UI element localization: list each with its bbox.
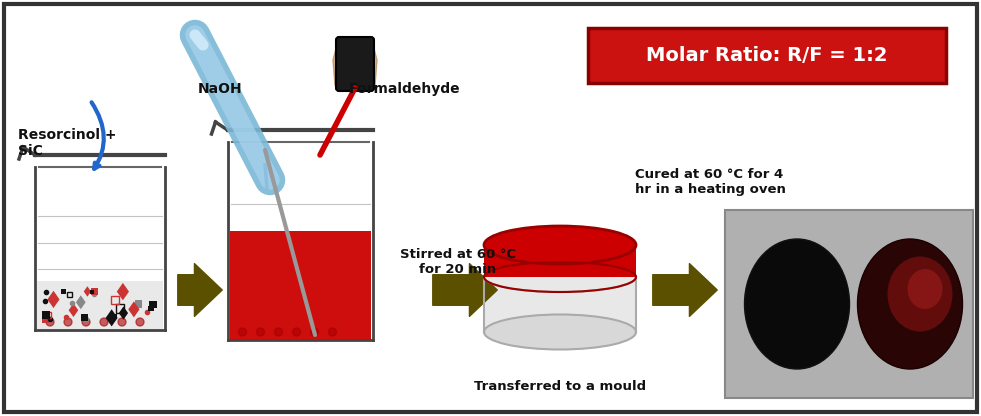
Polygon shape [119,307,129,319]
Circle shape [46,318,54,326]
Polygon shape [129,301,139,317]
Bar [149,301,157,308]
Circle shape [82,318,90,326]
FancyArrowPatch shape [652,264,717,317]
FancyBboxPatch shape [35,155,165,330]
Polygon shape [47,291,60,308]
Circle shape [311,328,319,336]
Bar [45,312,51,318]
Bar [113,314,118,319]
FancyBboxPatch shape [484,245,636,277]
Text: NaOH: NaOH [198,82,242,96]
Polygon shape [333,45,377,85]
Text: Resorcinol +
SiC: Resorcinol + SiC [18,128,117,158]
Circle shape [329,328,336,336]
Bar [91,288,98,295]
Circle shape [256,328,265,336]
Polygon shape [69,303,78,317]
FancyBboxPatch shape [228,130,373,340]
FancyArrowPatch shape [433,264,497,317]
Bar [41,316,49,323]
Polygon shape [117,283,129,300]
Ellipse shape [888,257,953,332]
Bar [230,231,371,340]
Ellipse shape [484,226,636,264]
Bar [148,306,154,311]
Bar [41,311,50,319]
Bar [67,292,73,297]
Ellipse shape [484,262,636,292]
FancyArrowPatch shape [178,264,223,317]
FancyBboxPatch shape [485,277,635,332]
Ellipse shape [857,239,962,369]
Bar [37,281,163,330]
Text: Molar Ratio: R/F = 1:2: Molar Ratio: R/F = 1:2 [646,46,888,65]
Bar [61,289,66,294]
Polygon shape [83,286,91,297]
Ellipse shape [484,314,636,349]
Ellipse shape [907,269,943,309]
Circle shape [136,318,144,326]
Text: Formaldehyde: Formaldehyde [349,82,461,96]
Polygon shape [106,309,118,327]
FancyBboxPatch shape [725,210,973,398]
Bar [111,296,120,305]
Circle shape [100,318,108,326]
Text: Transferred to a mould: Transferred to a mould [474,380,646,393]
FancyBboxPatch shape [336,37,374,91]
FancyBboxPatch shape [4,4,977,412]
Circle shape [238,328,246,336]
Bar [134,300,142,308]
Bar [90,290,94,294]
Polygon shape [76,295,85,309]
Ellipse shape [745,239,850,369]
Circle shape [118,318,126,326]
Circle shape [275,328,283,336]
FancyBboxPatch shape [588,28,946,83]
Circle shape [292,328,300,336]
Circle shape [64,318,72,326]
Bar [116,305,125,313]
Text: Stirred at 60 °C
for 20 min: Stirred at 60 °C for 20 min [400,248,516,276]
Bar [80,314,88,321]
Text: Cured at 60 °C for 4
hr in a heating oven: Cured at 60 °C for 4 hr in a heating ove… [635,168,786,196]
